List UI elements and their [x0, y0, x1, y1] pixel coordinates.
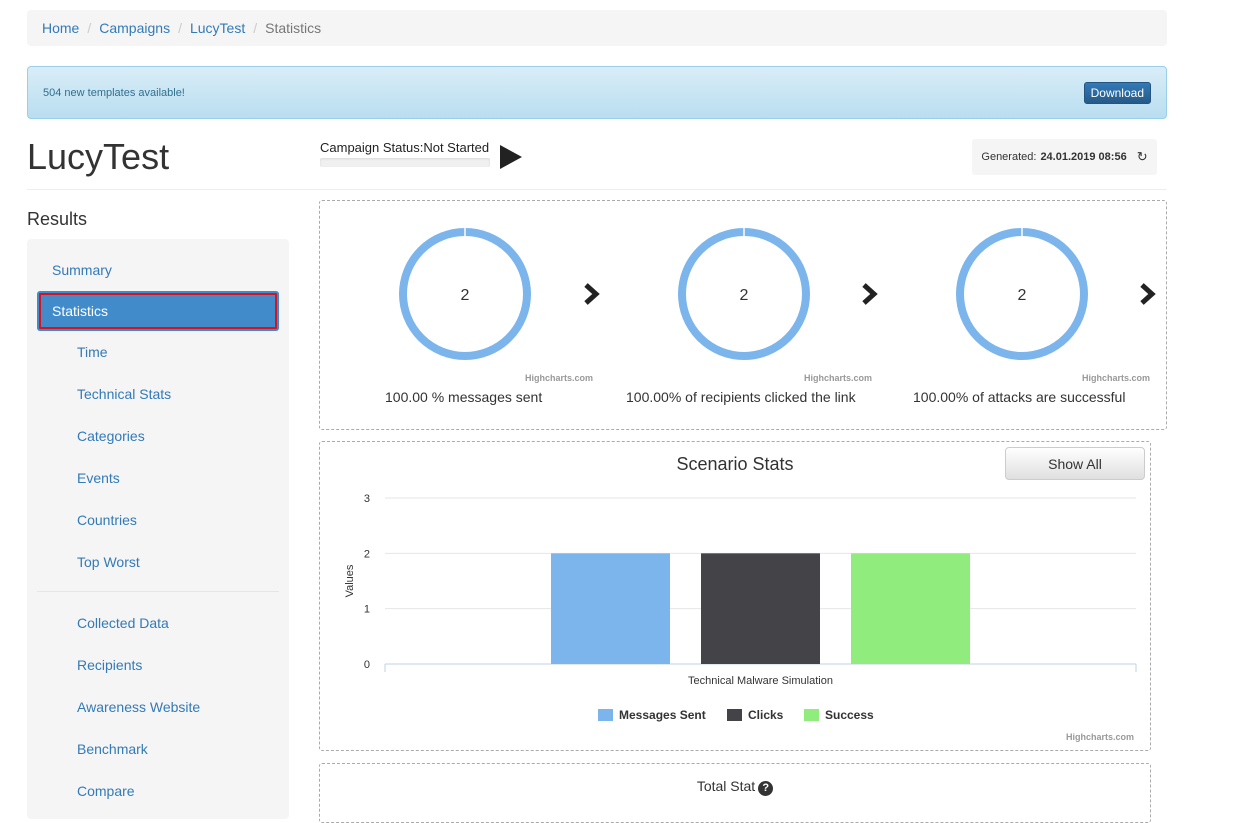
donut-value: 2: [740, 287, 749, 304]
refresh-icon[interactable]: ↻: [1136, 149, 1148, 164]
status-value: Not Started: [423, 140, 490, 155]
generated-label: Generated:: [981, 151, 1037, 163]
y-tick-label: 3: [364, 493, 370, 505]
status-label: Campaign Status:: [320, 140, 424, 155]
breadcrumb: Home / Campaigns / LucyTest / Statistics: [27, 10, 1167, 46]
highcharts-credit[interactable]: Highcharts.com: [525, 373, 594, 383]
bar-success: [851, 553, 970, 664]
y-axis-label: Values: [344, 564, 356, 597]
play-icon[interactable]: [500, 145, 522, 169]
sidebar-item-top-worst[interactable]: Top Worst: [77, 554, 140, 570]
sidebar-item-summary[interactable]: Summary: [52, 262, 112, 278]
breadcrumb-home[interactable]: Home: [42, 20, 80, 36]
generated-box: Generated: 24.01.2019 08:56 ↻: [972, 139, 1157, 175]
sidebar-item-countries[interactable]: Countries: [77, 512, 137, 528]
show-all-button[interactable]: Show All: [1005, 447, 1145, 480]
bar-messages-sent: [551, 553, 670, 664]
highcharts-credit[interactable]: Highcharts.com: [1066, 732, 1135, 742]
chevron-right-icon: [584, 283, 600, 305]
y-tick-label: 0: [364, 659, 370, 671]
sidebar-item-events[interactable]: Events: [77, 470, 120, 486]
breadcrumb-campaign[interactable]: LucyTest: [189, 20, 246, 36]
help-icon[interactable]: ?: [758, 781, 774, 796]
breadcrumb-campaigns[interactable]: Campaigns: [99, 20, 171, 36]
alert-message: 504 new templates available!: [43, 86, 185, 99]
highcharts-credit[interactable]: Highcharts.com: [1082, 373, 1151, 383]
total-stat-panel: Total Stat?: [319, 763, 1151, 823]
donut-clicked-link: 2: [678, 228, 810, 360]
generated-value: 24.01.2019 08:56: [1040, 151, 1127, 163]
donut-value: 2: [461, 287, 470, 304]
download-button[interactable]: Download: [1083, 81, 1151, 104]
legend-item-messages-sent[interactable]: Messages Sent: [598, 708, 706, 722]
campaign-status: Campaign Status:Not Started: [320, 140, 490, 167]
chart-title: Scenario Stats: [676, 454, 794, 474]
bar-clicks: [701, 553, 820, 664]
x-category-label: Technical Malware Simulation: [688, 675, 833, 687]
breadcrumb-separator: /: [178, 20, 182, 36]
y-tick-label: 2: [364, 548, 370, 560]
breadcrumb-separator: /: [87, 20, 92, 36]
templates-alert: 504 new templates available! Download: [27, 66, 1167, 119]
results-heading: Results: [27, 209, 88, 229]
donut-label-clicked-link: 100.00% of recipients clicked the link: [626, 389, 856, 405]
breadcrumb-separator: /: [253, 20, 258, 36]
total-stat-title: Total Stat: [696, 778, 756, 794]
sidebar-item-collected-data[interactable]: Collected Data: [77, 615, 169, 631]
chevron-right-icon: [1140, 283, 1156, 305]
sidebar-item-technical-stats[interactable]: Technical Stats: [77, 386, 172, 402]
title-divider: [27, 189, 1167, 190]
status-progress-bar: [320, 158, 490, 167]
highcharts-credit[interactable]: Highcharts.com: [804, 373, 873, 383]
sidebar-item-benchmark[interactable]: Benchmark: [77, 741, 148, 757]
donut-label-attacks-successful: 100.00% of attacks are successful: [913, 389, 1126, 405]
sidebar-item-compare[interactable]: Compare: [77, 783, 135, 799]
legend-item-success[interactable]: Success: [804, 708, 874, 722]
legend-item-clicks[interactable]: Clicks: [727, 708, 783, 722]
scenario-bar-chart: 0 1 2 3 Values Technical Malware Simulation: [344, 493, 1137, 687]
scenario-stats-panel: Scenario Stats Show All 0 1 2 3 Values Techni…: [319, 441, 1151, 751]
total-stat-title-row: Total Stat?: [320, 778, 1150, 796]
sidebar-divider: [37, 591, 279, 592]
y-tick-label: 1: [364, 604, 370, 616]
legend-swatch: [598, 709, 613, 721]
sidebar-item-time[interactable]: Time: [77, 344, 108, 360]
legend-swatch: [804, 709, 819, 721]
page-title: LucyTest: [27, 136, 170, 177]
legend-swatch: [727, 709, 742, 721]
sidebar: Summary Statistics Time Technical Stats …: [27, 239, 289, 819]
sidebar-item-recipients[interactable]: Recipients: [77, 657, 143, 673]
sidebar-item-statistics[interactable]: Statistics: [37, 291, 279, 331]
donut-attacks-successful: 2: [956, 228, 1088, 360]
donut-value: 2: [1018, 287, 1027, 304]
legend-label: Messages Sent: [619, 708, 706, 722]
sidebar-item-awareness-website[interactable]: Awareness Website: [77, 699, 201, 715]
chevron-right-icon: [862, 283, 878, 305]
donut-messages-sent: 2: [399, 228, 531, 360]
legend-label: Clicks: [748, 708, 784, 722]
breadcrumb-current: Statistics: [265, 20, 322, 36]
legend-label: Success: [825, 708, 874, 722]
donut-label-messages-sent: 100.00 % messages sent: [385, 389, 543, 405]
sidebar-item-categories[interactable]: Categories: [77, 428, 145, 444]
summary-donuts-panel: 2 Highcharts.com 100.00 % messages sent …: [319, 200, 1167, 430]
